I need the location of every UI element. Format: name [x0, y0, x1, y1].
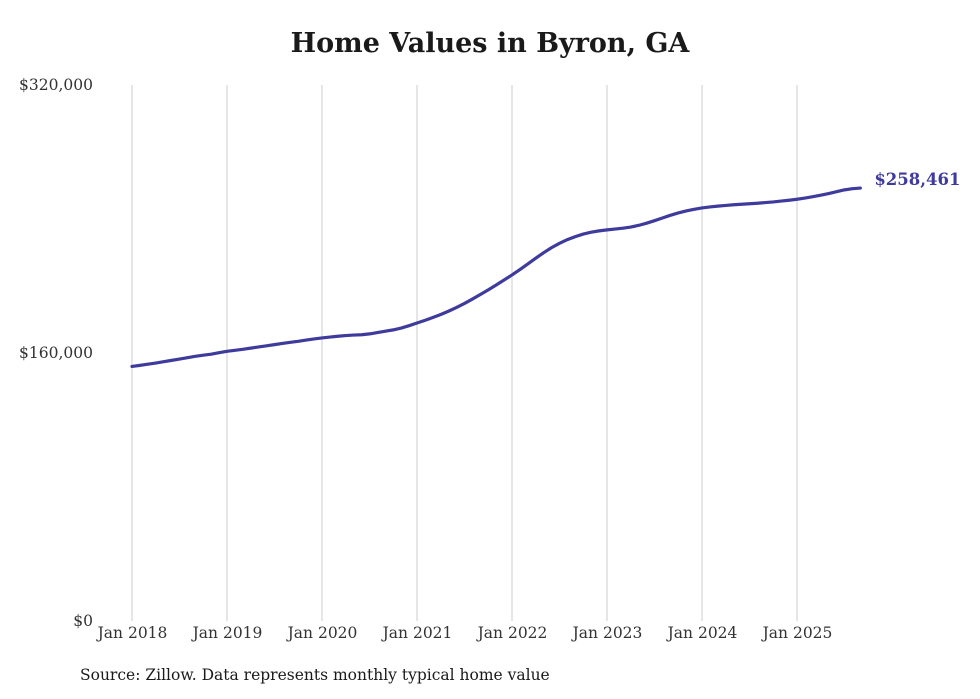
latest-value-label: $258,461 — [874, 170, 961, 190]
home-value-line — [130, 186, 862, 368]
x-axis-label: Jan 2023 — [572, 624, 643, 642]
x-axis-label: Jan 2020 — [287, 624, 358, 642]
x-axis-label: Jan 2019 — [192, 624, 263, 642]
chart-title: Home Values in Byron, GA — [290, 28, 690, 59]
x-axis-label: Jan 2024 — [667, 624, 738, 642]
y-axis-label: $320,000 — [19, 76, 93, 94]
x-axis-label: Jan 2025 — [762, 624, 833, 642]
y-axis-label: $160,000 — [19, 344, 93, 362]
y-axis-label: $0 — [73, 612, 93, 630]
source-note: Source: Zillow. Data represents monthly … — [80, 666, 550, 684]
x-axis-label: Jan 2021 — [382, 624, 453, 642]
x-axis-label: Jan 2022 — [477, 624, 548, 642]
x-axis-label: Jan 2018 — [97, 624, 168, 642]
